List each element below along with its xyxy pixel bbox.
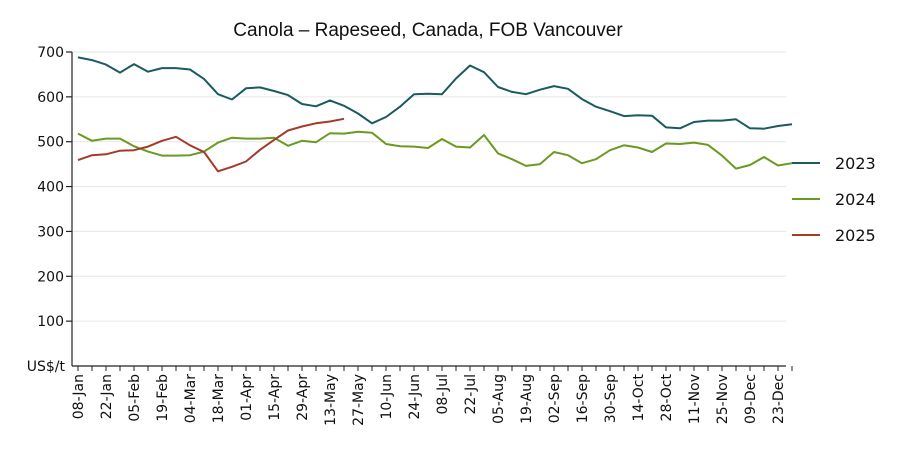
x-tick-label: 29-Apr: [295, 374, 311, 421]
y-tick-label: 500: [37, 135, 64, 151]
x-tick-label: 27-May: [351, 374, 367, 426]
series-line-2023: [77, 56, 793, 130]
x-tick-label: 15-Apr: [267, 374, 283, 421]
x-tick-label: 09-Dec: [743, 374, 759, 424]
y-axis-ticks: 100 200 300 400 500 600 700: [37, 45, 72, 330]
legend: 2023 2024 2025: [792, 154, 876, 245]
y-axis-label: US$/t: [27, 359, 66, 375]
x-tick-label: 08-Jul: [435, 374, 451, 415]
x-tick-label: 08-Jan: [71, 374, 87, 419]
legend-label-2024: 2024: [835, 190, 876, 209]
x-tick-label: 30-Sep: [603, 374, 619, 423]
chart-title: Canola – Rapeseed, Canada, FOB Vancouver: [233, 20, 623, 41]
x-tick-label: 05-Feb: [127, 374, 143, 422]
x-tick-label: 14-Oct: [631, 373, 647, 421]
x-tick-label: 22-Jan: [99, 374, 115, 419]
x-tick-label: 11-Nov: [687, 374, 703, 424]
x-tick-label: 16-Sep: [575, 374, 591, 423]
axes: [71, 52, 786, 367]
x-tick-label: 28-Oct: [659, 373, 675, 421]
series-line-2024: [77, 130, 793, 170]
x-axis-ticks: 08-Jan 22-Jan 05-Feb 19-Feb 04-Mar 18-Mar 01-A…: [71, 366, 793, 426]
series-line-2025: [77, 117, 345, 173]
y-tick-label: 300: [37, 224, 64, 240]
series-lines: [77, 56, 793, 173]
x-tick-label: 04-Mar: [183, 374, 199, 424]
x-tick-label: 13-May: [323, 374, 339, 426]
y-tick-label: 600: [37, 90, 64, 106]
x-tick-label: 23-Dec: [771, 374, 787, 424]
y-tick-label: 200: [37, 269, 64, 285]
x-tick-label: 05-Aug: [491, 374, 507, 424]
x-tick-label: 22-Jul: [463, 374, 479, 415]
y-tick-label: 700: [37, 45, 64, 61]
gridlines: [72, 51, 786, 322]
legend-label-2025: 2025: [835, 226, 876, 245]
legend-label-2023: 2023: [835, 154, 876, 173]
x-tick-label: 10-Jun: [379, 374, 395, 420]
x-tick-label: 24-Jun: [407, 374, 423, 420]
y-tick-label: 100: [37, 314, 64, 330]
x-tick-label: 25-Nov: [715, 374, 731, 424]
x-tick-label: 19-Aug: [519, 374, 535, 424]
x-tick-label: 18-Mar: [211, 374, 227, 424]
x-tick-label: 19-Feb: [155, 374, 171, 422]
x-tick-label: 01-Apr: [239, 374, 255, 421]
y-tick-label: 400: [37, 180, 64, 196]
x-tick-label: 02-Sep: [547, 374, 563, 423]
